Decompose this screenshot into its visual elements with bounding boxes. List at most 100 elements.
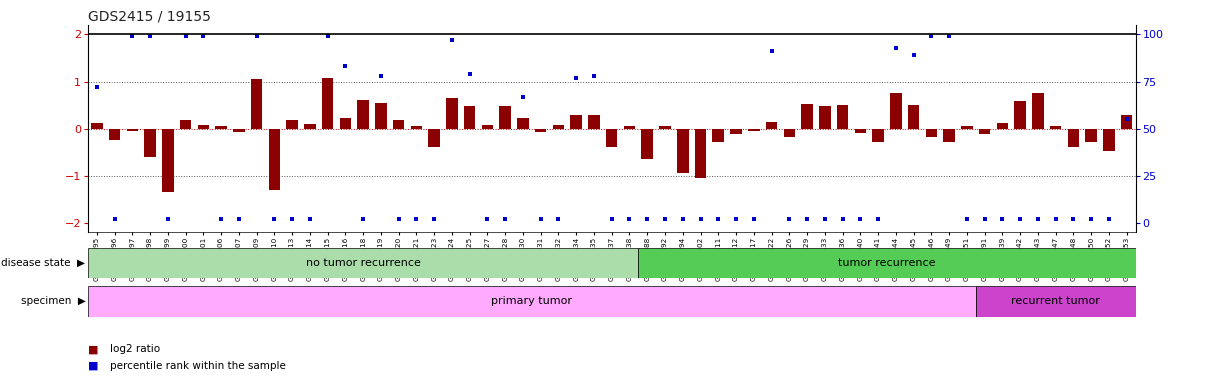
Point — [230, 216, 249, 222]
Text: primary tumor: primary tumor — [491, 296, 573, 306]
Bar — [641, 129, 653, 159]
Point — [762, 48, 781, 55]
Bar — [88, 248, 639, 278]
Point — [353, 216, 372, 222]
Bar — [639, 248, 1136, 278]
Point — [105, 216, 125, 222]
Bar — [553, 125, 564, 129]
Point — [158, 216, 177, 222]
Bar — [269, 129, 280, 190]
Point — [371, 73, 391, 79]
Point — [317, 33, 337, 39]
Point — [176, 33, 195, 39]
Point — [1117, 116, 1137, 122]
Bar — [996, 123, 1009, 129]
Point — [336, 63, 355, 70]
Bar — [713, 129, 724, 142]
Point — [211, 216, 231, 222]
Bar — [961, 126, 973, 129]
Point — [531, 216, 551, 222]
Point — [939, 33, 958, 39]
Point — [779, 216, 799, 222]
Point — [194, 33, 214, 39]
Bar — [944, 129, 955, 142]
Bar — [375, 103, 387, 129]
Bar — [1085, 129, 1096, 142]
Bar — [926, 129, 937, 137]
Bar — [322, 78, 333, 129]
Point — [140, 33, 160, 39]
Bar — [429, 129, 440, 147]
Bar — [92, 123, 103, 129]
Point — [1099, 216, 1118, 222]
Bar — [1067, 129, 1079, 147]
Bar — [976, 286, 1136, 317]
Bar — [518, 118, 529, 129]
Point — [833, 216, 852, 222]
Bar — [589, 116, 600, 129]
Point — [425, 216, 444, 222]
Point — [851, 216, 871, 222]
Bar — [730, 129, 742, 134]
Point — [1046, 216, 1066, 222]
Point — [691, 216, 711, 222]
Bar — [410, 126, 422, 129]
Point — [602, 216, 621, 222]
Bar — [801, 104, 813, 129]
Point — [708, 216, 728, 222]
Bar — [304, 124, 316, 129]
Point — [816, 216, 835, 222]
Point — [388, 216, 408, 222]
Bar — [1121, 116, 1132, 129]
Bar — [872, 129, 884, 142]
Bar — [358, 100, 369, 129]
Bar — [393, 120, 404, 129]
Point — [868, 216, 888, 222]
Point — [637, 216, 657, 222]
Point — [496, 216, 515, 222]
Point — [122, 33, 142, 39]
Bar — [907, 105, 919, 129]
Bar — [88, 286, 976, 317]
Bar — [1050, 126, 1061, 129]
Point — [247, 33, 266, 39]
Point — [797, 216, 817, 222]
Text: GDS2415 / 19155: GDS2415 / 19155 — [88, 10, 211, 24]
Point — [673, 216, 692, 222]
Bar — [162, 129, 173, 192]
Point — [620, 216, 640, 222]
Bar — [233, 129, 244, 132]
Bar — [464, 106, 475, 129]
Bar — [127, 129, 138, 131]
Point — [1082, 216, 1101, 222]
Point — [282, 216, 302, 222]
Point — [957, 216, 977, 222]
Point — [477, 216, 497, 222]
Bar — [819, 106, 830, 129]
Point — [726, 216, 746, 222]
Text: log2 ratio: log2 ratio — [110, 344, 160, 354]
Bar — [659, 126, 670, 129]
Bar — [499, 106, 510, 129]
Bar — [1015, 101, 1026, 129]
Bar — [215, 126, 227, 129]
Point — [922, 33, 941, 39]
Point — [442, 37, 462, 43]
Bar — [695, 129, 706, 178]
Point — [407, 216, 426, 222]
Bar — [766, 122, 778, 129]
Bar — [979, 129, 990, 134]
Bar — [1103, 129, 1115, 151]
Bar — [836, 105, 849, 129]
Bar — [570, 116, 582, 129]
Text: ■: ■ — [88, 344, 99, 354]
Bar — [144, 129, 156, 157]
Bar — [1032, 93, 1044, 129]
Text: disease state  ▶: disease state ▶ — [1, 258, 85, 268]
Text: tumor recurrence: tumor recurrence — [838, 258, 935, 268]
Text: recurrent tumor: recurrent tumor — [1011, 296, 1100, 306]
Bar — [250, 79, 263, 129]
Bar — [109, 129, 121, 141]
Text: specimen  ▶: specimen ▶ — [21, 296, 85, 306]
Point — [656, 216, 675, 222]
